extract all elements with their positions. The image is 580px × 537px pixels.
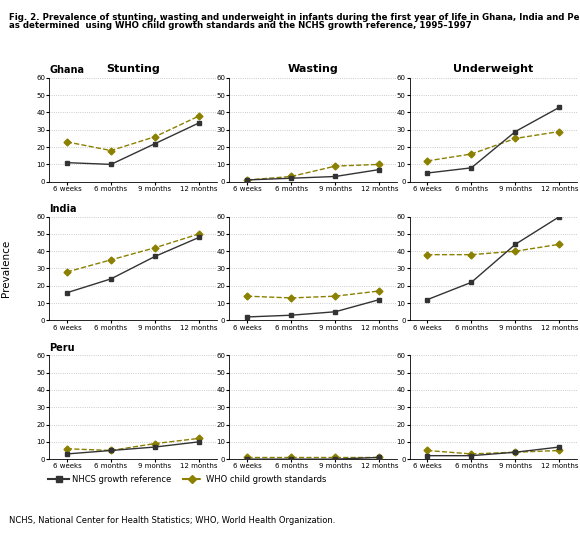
Text: Stunting: Stunting (106, 64, 160, 75)
Text: Fig. 2. Prevalence of stunting, wasting and underweight in infants during the fi: Fig. 2. Prevalence of stunting, wasting … (9, 13, 580, 23)
Legend: NHCS growth reference, WHO child growth standards: NHCS growth reference, WHO child growth … (45, 471, 329, 487)
Text: Prevalence: Prevalence (1, 240, 11, 297)
Text: Underweight: Underweight (453, 64, 534, 75)
Text: Wasting: Wasting (288, 64, 339, 75)
Text: as determined  using WHO child growth standards and the NCHS growth reference, 1: as determined using WHO child growth sta… (9, 21, 472, 30)
Text: Ghana: Ghana (49, 65, 84, 75)
Text: India: India (49, 204, 77, 214)
Text: Peru: Peru (49, 343, 75, 353)
Text: NCHS, National Center for Health Statistics; WHO, World Health Organization.: NCHS, National Center for Health Statist… (9, 516, 335, 525)
